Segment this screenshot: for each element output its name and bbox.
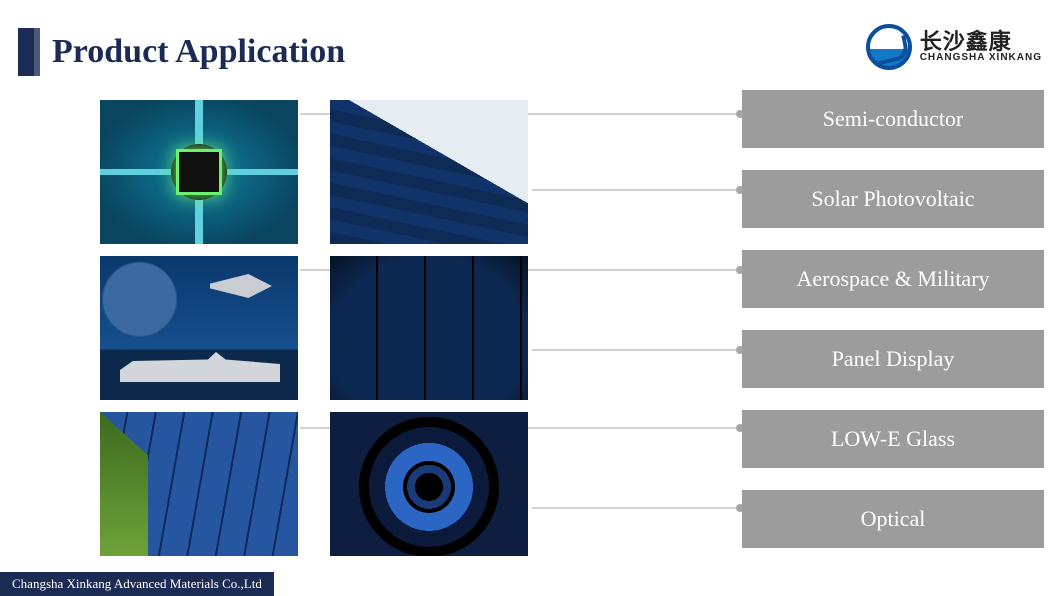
label-lowe-glass: LOW-E Glass bbox=[742, 410, 1044, 468]
label-solar: Solar Photovoltaic bbox=[742, 170, 1044, 228]
logo-english: CHANGSHA XINKANG bbox=[920, 53, 1042, 64]
image-lowe-glass bbox=[100, 412, 298, 556]
company-logo: 长沙鑫康 CHANGSHA XINKANG bbox=[866, 24, 1042, 70]
image-grid bbox=[100, 100, 530, 556]
logo-text: 长沙鑫康 CHANGSHA XINKANG bbox=[920, 30, 1042, 64]
application-labels: Semi-conductor Solar Photovoltaic Aerosp… bbox=[742, 90, 1044, 548]
title-accent-bar bbox=[18, 28, 34, 76]
image-optical bbox=[330, 412, 528, 556]
image-row bbox=[100, 412, 530, 556]
image-aerospace bbox=[100, 256, 298, 400]
slide-title: Product Application bbox=[52, 33, 345, 71]
logo-chinese: 长沙鑫康 bbox=[920, 30, 1042, 53]
logo-mark-icon bbox=[866, 24, 912, 70]
image-solar bbox=[330, 100, 528, 244]
slide-header: Product Application bbox=[18, 28, 345, 76]
label-semiconductor: Semi-conductor bbox=[742, 90, 1044, 148]
label-panel-display: Panel Display bbox=[742, 330, 1044, 388]
image-row bbox=[100, 100, 530, 244]
image-panel-display bbox=[330, 256, 528, 400]
label-optical: Optical bbox=[742, 490, 1044, 548]
label-aerospace: Aerospace & Military bbox=[742, 250, 1044, 308]
content-area: Semi-conductor Solar Photovoltaic Aerosp… bbox=[100, 90, 1044, 568]
image-row bbox=[100, 256, 530, 400]
image-semiconductor bbox=[100, 100, 298, 244]
footer-company: Changsha Xinkang Advanced Materials Co.,… bbox=[0, 572, 274, 596]
